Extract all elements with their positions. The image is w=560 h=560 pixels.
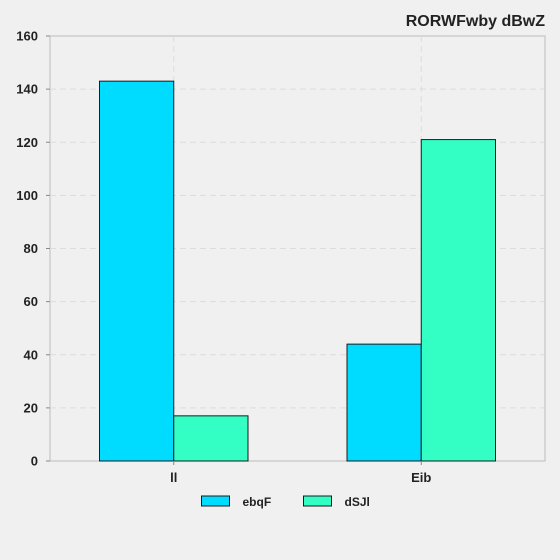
legend-swatch-dSJl — [303, 495, 332, 507]
legend-label-ebqF: ebqF — [243, 495, 272, 509]
y-tick-label: 20 — [24, 400, 38, 415]
bar-dSJl-ll — [173, 415, 249, 462]
chart-title: RORWFwby dBwZ — [406, 13, 545, 30]
y-axis: 0 20 40 60 80 100 120 140 160 — [16, 29, 50, 469]
bar-dSJl-Eib — [420, 139, 496, 462]
bar-ebqF-Eib — [346, 343, 422, 462]
legend: ebqF dSJl — [201, 495, 370, 509]
bars — [99, 80, 496, 462]
y-tick-label: 160 — [16, 29, 38, 44]
legend-label-dSJl: dSJl — [345, 495, 370, 509]
x-axis: ll Eib — [170, 461, 431, 485]
y-tick-label: 0 — [31, 454, 38, 469]
y-tick-label: 140 — [16, 82, 38, 97]
bar-ebqF-ll — [99, 80, 175, 462]
y-tick-label: 100 — [16, 188, 38, 203]
y-tick-label: 40 — [24, 347, 38, 362]
legend-swatch-ebqF — [201, 495, 230, 507]
x-tick-label: Eib — [411, 470, 431, 485]
y-tick-label: 60 — [24, 294, 38, 309]
x-tick-label: ll — [170, 470, 177, 485]
y-tick-label: 80 — [24, 241, 38, 256]
y-tick-label: 120 — [16, 135, 38, 150]
